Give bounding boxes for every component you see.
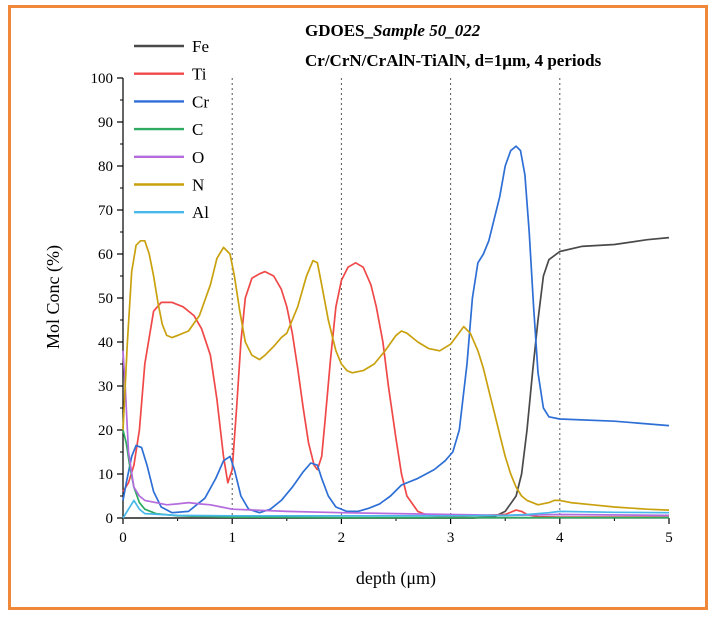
x-axis-label: depth (μm) <box>356 568 436 589</box>
y-tick-label: 0 <box>106 511 114 527</box>
chart-title: GDOES_Sample 50_022 <box>305 21 481 40</box>
chart-subtitle: Cr/CrN/CrAlN-TiAlN, d=1μm, 4 periods <box>305 51 602 70</box>
legend-label-ti: Ti <box>192 65 207 84</box>
series-lines <box>122 145 670 519</box>
x-tick-label: 2 <box>338 530 346 546</box>
legend-label-n: N <box>192 176 204 195</box>
y-axis-label: Mol Conc (%) <box>43 245 64 349</box>
y-tick-label: 60 <box>98 247 113 263</box>
y-tick-label: 90 <box>98 115 113 131</box>
y-tick-label: 100 <box>91 71 114 87</box>
chart-title-prefix: GDOES_ <box>305 21 374 40</box>
series-line-cr <box>122 145 670 514</box>
y-tick-label: 50 <box>98 291 113 307</box>
y-tick-label: 70 <box>98 203 113 219</box>
series-line-n <box>122 239 670 511</box>
legend-label-o: O <box>192 148 204 167</box>
chart-frame <box>8 5 708 610</box>
y-tick-label: 80 <box>98 159 113 175</box>
y-tick-label: 10 <box>98 467 113 483</box>
x-tick-label: 4 <box>556 530 564 546</box>
series-line-o <box>122 350 670 517</box>
y-tick-label: 40 <box>98 335 113 351</box>
x-tick-label: 1 <box>228 530 236 546</box>
series-line-ti <box>122 261 669 518</box>
y-tick-label: 30 <box>98 379 113 395</box>
x-tick-label: 0 <box>119 530 127 546</box>
legend-label-fe: Fe <box>192 37 209 56</box>
legend-label-al: Al <box>192 203 209 222</box>
vertical-guides <box>231 78 561 518</box>
legend-label-c: C <box>192 120 203 139</box>
series-line-al <box>122 499 670 519</box>
y-tick-label: 20 <box>98 423 113 439</box>
x-tick-label: 3 <box>447 530 455 546</box>
legend: Fe Ti Cr CON Al <box>134 37 209 222</box>
legend-label-cr: Cr <box>192 92 209 111</box>
series-line-fe <box>123 236 670 519</box>
chart-title-italic: Sample 50_022 <box>373 21 481 40</box>
x-tick-label: 5 <box>665 530 673 546</box>
